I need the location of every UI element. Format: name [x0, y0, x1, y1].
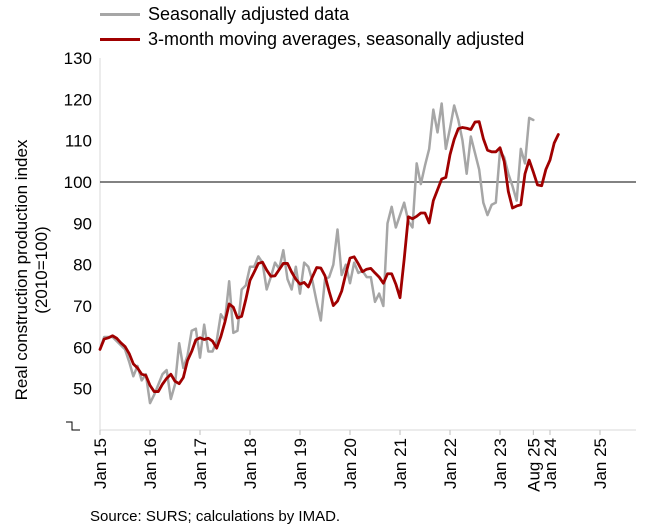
x-tick-label: Jan 15 [91, 438, 110, 489]
x-tick-label: Jan 20 [341, 438, 360, 489]
x-tick-label: Jan 16 [141, 438, 160, 489]
x-tick-label: Jan 24 [541, 438, 560, 489]
series-line-seasonally-adjusted [98, 102, 535, 405]
legend-label-ma: 3-month moving averages, seasonally adju… [148, 29, 525, 49]
x-tick-label: Jan 17 [191, 438, 210, 489]
legend-label-sa: Seasonally adjusted data [148, 4, 350, 24]
legend-swatch-sa [100, 13, 140, 16]
legend-item-ma: 3-month moving averages, seasonally adju… [100, 27, 524, 52]
x-tick-label: Jan 25 [591, 438, 610, 489]
axis-break-icon [66, 421, 80, 431]
source-note: Source: SURS; calculations by IMAD. [90, 508, 341, 525]
x-tick-label: Jan 22 [441, 438, 460, 489]
x-tick-label: Jan 19 [291, 438, 310, 489]
legend-item-sa: Seasonally adjusted data [100, 2, 524, 27]
y-tick-label: 100 [64, 173, 92, 192]
legend-swatch-ma [100, 38, 140, 41]
legend: Seasonally adjusted data 3-month moving … [100, 2, 524, 52]
y-tick-label: 70 [73, 297, 92, 316]
series-line-moving-average [98, 120, 560, 393]
y-tick-label: 90 [73, 214, 92, 233]
x-tick-label: Jan 23 [491, 438, 510, 489]
y-tick-label: 80 [73, 256, 92, 275]
y-tick-label: 130 [64, 49, 92, 68]
y-tick-label: 60 [73, 338, 92, 357]
x-tick-label: Jan 21 [391, 438, 410, 489]
y-tick-label: 110 [65, 132, 92, 151]
y-tick-label: 50 [73, 380, 92, 399]
y-axis-label: Real construction production index (2010… [12, 139, 51, 401]
x-tick-label: Jan 18 [241, 438, 260, 489]
y-tick-label: 120 [64, 90, 92, 109]
x-tick-label: Aug 25 [524, 438, 543, 492]
